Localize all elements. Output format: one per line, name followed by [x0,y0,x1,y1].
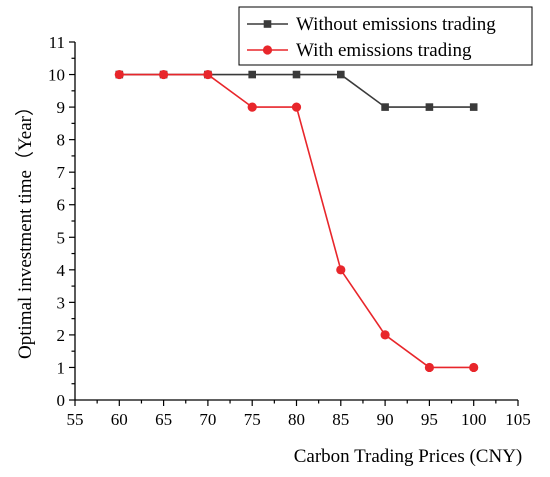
legend-entry-without-trading: Without emissions trading [247,14,496,35]
y-tick-label: 4 [57,261,66,280]
y-tick-label: 11 [49,33,65,52]
data-point [469,362,479,373]
series-with-trading [114,69,479,373]
x-ticks: 55 60 65 70 75 80 85 90 95 100 105 [67,400,531,429]
legend-marker-circle [262,45,273,55]
x-tick-label: 75 [244,410,261,429]
legend-label-with-trading: With emissions trading [296,40,472,61]
legend-label-without-trading: Without emissions trading [296,14,496,35]
y-axis-title: Optimal investment time（Year） [14,97,36,359]
data-point [381,103,389,111]
x-tick-label: 85 [332,410,349,429]
data-point [336,265,346,275]
data-point [247,102,257,112]
data-point [159,69,169,80]
y-tick-label: 1 [57,358,66,377]
x-tick-label: 90 [377,410,394,429]
data-point [337,70,345,79]
y-tick-label: 7 [57,163,66,182]
y-tick-label: 6 [57,196,66,215]
x-tick-label: 65 [155,410,172,429]
data-point [291,102,302,112]
x-tick-label: 55 [67,410,84,429]
data-point [203,69,213,80]
series-line [119,73,474,108]
series-layer [114,69,479,373]
x-axis-title: Carbon Trading Prices (CNY) [294,446,523,467]
series-line [119,73,474,369]
y-tick-label: 10 [48,66,65,85]
x-tick-label: 95 [421,410,438,429]
data-point [380,330,390,340]
legend: Without emissions trading With emissions… [238,6,533,66]
legend-marker-square [263,20,272,28]
axes [74,42,518,401]
data-point [292,70,301,79]
legend-box [238,6,533,66]
x-tick-label: 105 [505,410,531,429]
y-tick-label: 2 [57,326,66,345]
y-ticks: 0 1 2 3 4 5 6 7 8 9 10 11 [48,33,75,410]
legend-entry-with-trading: With emissions trading [247,40,472,61]
y-tick-label: 3 [57,293,66,312]
x-tick-label: 80 [288,410,305,429]
data-point [248,70,256,79]
y-tick-label: 8 [57,131,66,150]
y-tick-label: 0 [57,391,66,410]
y-tick-label: 9 [57,98,66,117]
y-tick-label: 5 [57,228,66,247]
data-point [469,103,478,111]
x-tick-label: 100 [461,410,487,429]
x-tick-label: 60 [111,410,128,429]
data-point [424,362,434,373]
data-point [425,103,434,111]
data-point [114,69,124,80]
x-tick-label: 70 [199,410,216,429]
